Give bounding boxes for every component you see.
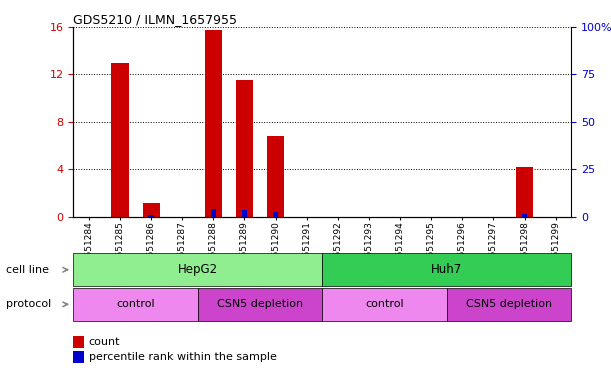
Text: Huh7: Huh7 bbox=[431, 263, 463, 276]
Bar bbox=[111, 63, 128, 217]
Text: HepG2: HepG2 bbox=[178, 263, 218, 276]
Text: GDS5210 / ILMN_1657955: GDS5210 / ILMN_1657955 bbox=[73, 13, 237, 26]
Text: CSN5 depletion: CSN5 depletion bbox=[466, 299, 552, 310]
Bar bbox=[148, 215, 154, 217]
Text: cell line: cell line bbox=[6, 265, 49, 275]
Text: count: count bbox=[89, 337, 120, 347]
Bar bbox=[242, 210, 247, 217]
Bar bbox=[198, 288, 323, 321]
Bar bbox=[447, 288, 571, 321]
Bar bbox=[73, 288, 198, 321]
Bar bbox=[267, 136, 284, 217]
Bar bbox=[73, 336, 84, 348]
Text: protocol: protocol bbox=[6, 299, 51, 310]
Bar bbox=[73, 253, 323, 286]
Text: control: control bbox=[116, 299, 155, 310]
Bar bbox=[522, 214, 527, 217]
Text: percentile rank within the sample: percentile rank within the sample bbox=[89, 352, 276, 362]
Bar bbox=[323, 288, 447, 321]
Bar bbox=[516, 167, 533, 217]
Bar bbox=[323, 253, 571, 286]
Bar bbox=[142, 203, 159, 217]
Bar bbox=[273, 212, 279, 217]
Bar bbox=[211, 209, 216, 217]
Text: control: control bbox=[365, 299, 404, 310]
Bar bbox=[73, 351, 84, 363]
Bar bbox=[205, 30, 222, 217]
Bar bbox=[236, 80, 253, 217]
Text: CSN5 depletion: CSN5 depletion bbox=[217, 299, 303, 310]
